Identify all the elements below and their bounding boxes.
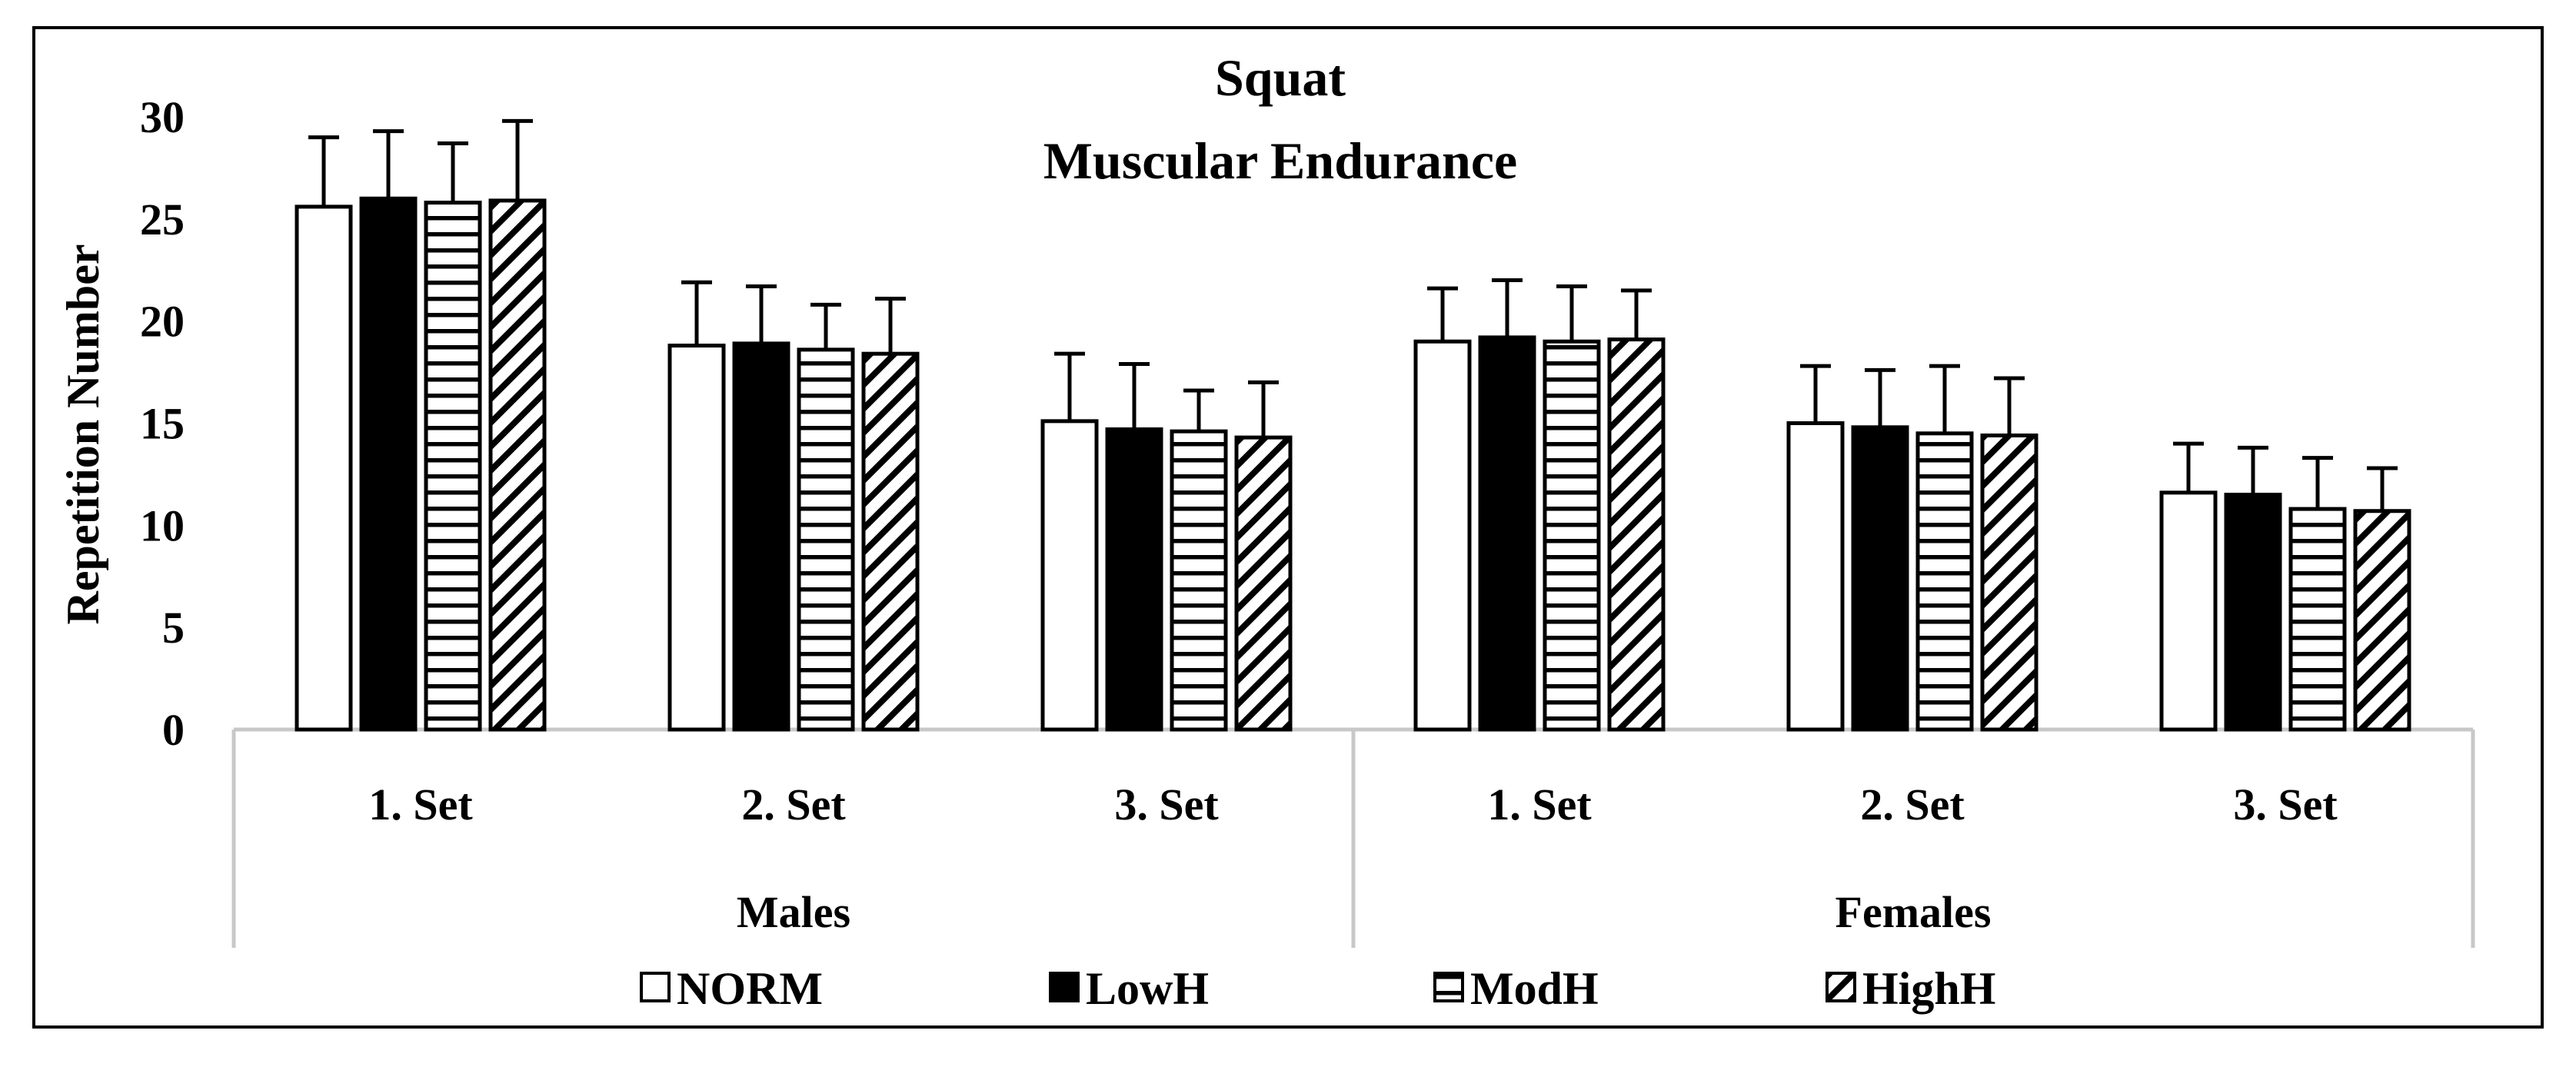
category-axis	[231, 727, 2475, 948]
bar-norm	[1786, 421, 1845, 732]
chart-subtitle: Muscular Endurance	[1043, 131, 1517, 190]
bar-modh	[2288, 507, 2347, 732]
legend-label: NORM	[677, 963, 823, 1014]
x-tick-label: 3. Set	[2233, 779, 2338, 829]
group-label: Females	[1835, 887, 1992, 937]
y-tick-label: 15	[140, 399, 185, 449]
bar-lowh	[1851, 425, 1909, 732]
bar-highh	[861, 351, 920, 732]
bar-lowh	[1478, 335, 1536, 732]
bar-highh	[1607, 337, 1666, 732]
bar-norm	[2159, 490, 2218, 732]
y-axis-ticks: 0 5 10 15 20 25 30	[140, 92, 185, 755]
legend-label: LowH	[1086, 963, 1209, 1014]
x-tick-label: 3. Set	[1114, 779, 1219, 829]
chart-title: Squat	[1215, 48, 1346, 107]
bar-modh	[424, 201, 482, 732]
y-axis-label: Repetition Number	[58, 244, 108, 625]
bar-modh	[797, 347, 855, 732]
legend-item-modh: ModH	[1433, 963, 1599, 1014]
group-labels: Males Females	[737, 887, 1992, 937]
y-tick-label: 25	[140, 194, 185, 244]
y-tick-label: 20	[140, 297, 185, 347]
legend-item-norm: NORM	[640, 963, 823, 1014]
y-tick-label: 30	[140, 92, 185, 142]
bar-lowh	[1105, 427, 1163, 732]
x-tick-label: 2. Set	[741, 779, 846, 829]
bar-norm	[1040, 419, 1099, 732]
x-tick-label: 2. Set	[1860, 779, 1965, 829]
bar-highh	[2353, 509, 2411, 732]
bar-lowh	[2224, 492, 2282, 732]
bar-lowh	[732, 341, 790, 732]
legend-item-highh: HighH	[1825, 963, 1995, 1014]
legend-item-lowh: LowH	[1049, 963, 1209, 1014]
chart-legend: NORM LowH ModH HighH	[640, 963, 1995, 1014]
bar-norm	[1413, 339, 1472, 732]
bar-highh	[1980, 433, 2039, 732]
y-tick-label: 10	[140, 500, 185, 550]
legend-label: ModH	[1470, 963, 1599, 1014]
x-tick-label: 1. Set	[368, 779, 473, 829]
x-tick-label: 1. Set	[1487, 779, 1592, 829]
bar-modh	[1170, 429, 1228, 732]
legend-swatch	[1433, 972, 1464, 1002]
bar-norm	[295, 204, 353, 732]
category-labels: 1. Set 2. Set 3. Set 1. Set 2. Set 3. Set	[368, 779, 2338, 829]
legend-swatch	[1825, 972, 1856, 1002]
legend-label: HighH	[1862, 963, 1995, 1014]
bar-lowh	[359, 196, 418, 732]
bar-highh	[488, 198, 547, 732]
bar-norm	[667, 344, 726, 732]
legend-swatch	[1049, 972, 1080, 1002]
bar-modh	[1915, 431, 1974, 732]
legend-swatch	[640, 972, 671, 1002]
bar-series	[295, 118, 2411, 732]
group-label: Males	[737, 887, 850, 937]
y-tick-label: 5	[162, 603, 185, 653]
y-tick-label: 0	[162, 705, 185, 755]
bar-highh	[1234, 435, 1293, 732]
bar-modh	[1543, 339, 1601, 732]
